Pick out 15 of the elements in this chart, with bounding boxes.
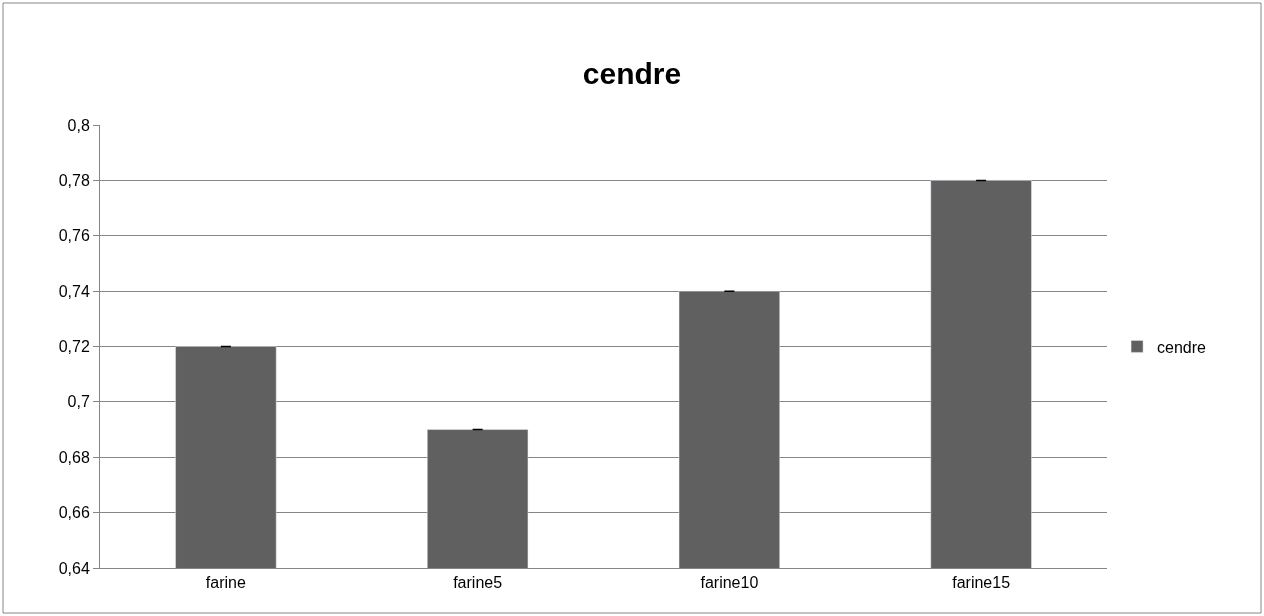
y-tick-label: 0,64 — [58, 559, 90, 577]
y-tick-label: 0,76 — [58, 227, 90, 245]
chart-title: cendre — [582, 57, 682, 91]
y-tick-label: 0,66 — [58, 504, 90, 522]
y-tick-label: 0,7 — [67, 393, 90, 411]
y-tick-label: 0,74 — [58, 282, 90, 300]
y-tick-label: 0,72 — [58, 338, 90, 356]
x-tick-label: farine5 — [453, 574, 503, 592]
x-tick-label: farine15 — [952, 574, 1011, 592]
x-tick-label: farine — [205, 574, 246, 592]
y-tick-label: 0,8 — [67, 116, 90, 134]
y-tick-label: 0,68 — [58, 448, 90, 466]
y-tick-label: 0,78 — [58, 171, 90, 189]
legend-label: cendre — [1157, 338, 1207, 356]
x-tick-label: farine10 — [700, 574, 759, 592]
